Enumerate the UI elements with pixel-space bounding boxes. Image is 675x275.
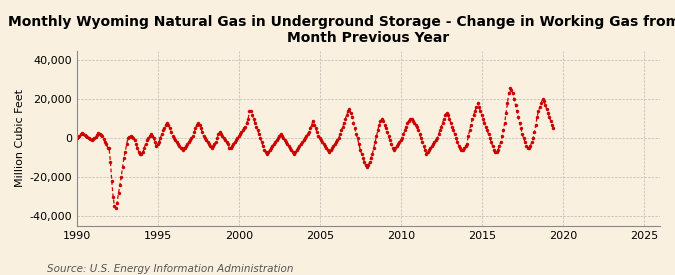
Y-axis label: Million Cubic Feet: Million Cubic Feet bbox=[15, 89, 25, 187]
Title: Monthly Wyoming Natural Gas in Underground Storage - Change in Working Gas from : Monthly Wyoming Natural Gas in Undergrou… bbox=[8, 15, 675, 45]
Text: Source: U.S. Energy Information Administration: Source: U.S. Energy Information Administ… bbox=[47, 264, 294, 274]
